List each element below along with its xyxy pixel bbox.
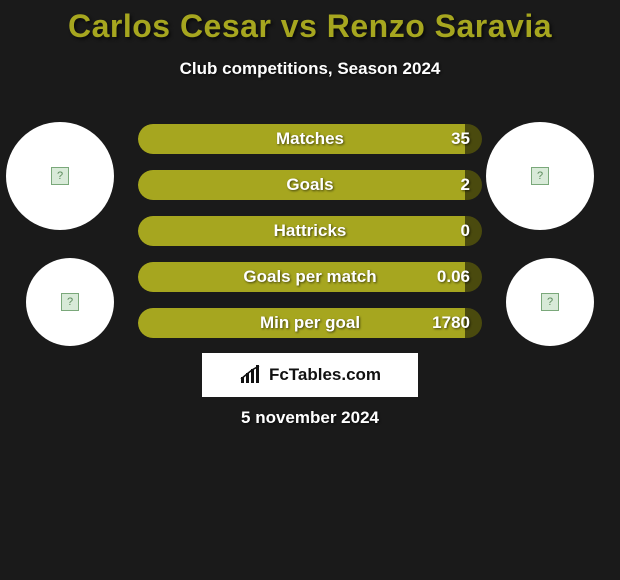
stats-bars: Matches35 Goals2 Hattricks0 Goals per match… bbox=[138, 124, 482, 354]
image-placeholder-icon: ? bbox=[541, 293, 559, 311]
player2-club-avatar: ? bbox=[486, 122, 594, 230]
image-placeholder-icon: ? bbox=[531, 167, 549, 185]
stat-bar: Goals per match0.06 bbox=[138, 262, 482, 292]
stat-bar-label: Hattricks bbox=[138, 216, 482, 246]
logo-box: FcTables.com bbox=[202, 353, 418, 397]
stat-bar-value: 0 bbox=[461, 216, 470, 246]
logo-text: FcTables.com bbox=[269, 365, 381, 385]
bar-chart-icon bbox=[239, 365, 263, 385]
stat-bar-value: 0.06 bbox=[437, 262, 470, 292]
image-placeholder-icon: ? bbox=[61, 293, 79, 311]
player2-nation-avatar: ? bbox=[506, 258, 594, 346]
page-title: Carlos Cesar vs Renzo Saravia bbox=[0, 0, 620, 45]
stat-bar-value: 35 bbox=[451, 124, 470, 154]
stat-bar: Goals2 bbox=[138, 170, 482, 200]
stat-bar-label: Goals bbox=[138, 170, 482, 200]
stat-bar-label: Min per goal bbox=[138, 308, 482, 338]
stat-bar-value: 2 bbox=[461, 170, 470, 200]
player1-club-avatar: ? bbox=[6, 122, 114, 230]
subtitle: Club competitions, Season 2024 bbox=[0, 59, 620, 79]
stat-bar: Matches35 bbox=[138, 124, 482, 154]
stat-bar: Min per goal1780 bbox=[138, 308, 482, 338]
footer-date: 5 november 2024 bbox=[0, 408, 620, 428]
stat-bar: Hattricks0 bbox=[138, 216, 482, 246]
player1-nation-avatar: ? bbox=[26, 258, 114, 346]
image-placeholder-icon: ? bbox=[51, 167, 69, 185]
stat-bar-label: Matches bbox=[138, 124, 482, 154]
stat-bar-value: 1780 bbox=[432, 308, 470, 338]
stat-bar-label: Goals per match bbox=[138, 262, 482, 292]
